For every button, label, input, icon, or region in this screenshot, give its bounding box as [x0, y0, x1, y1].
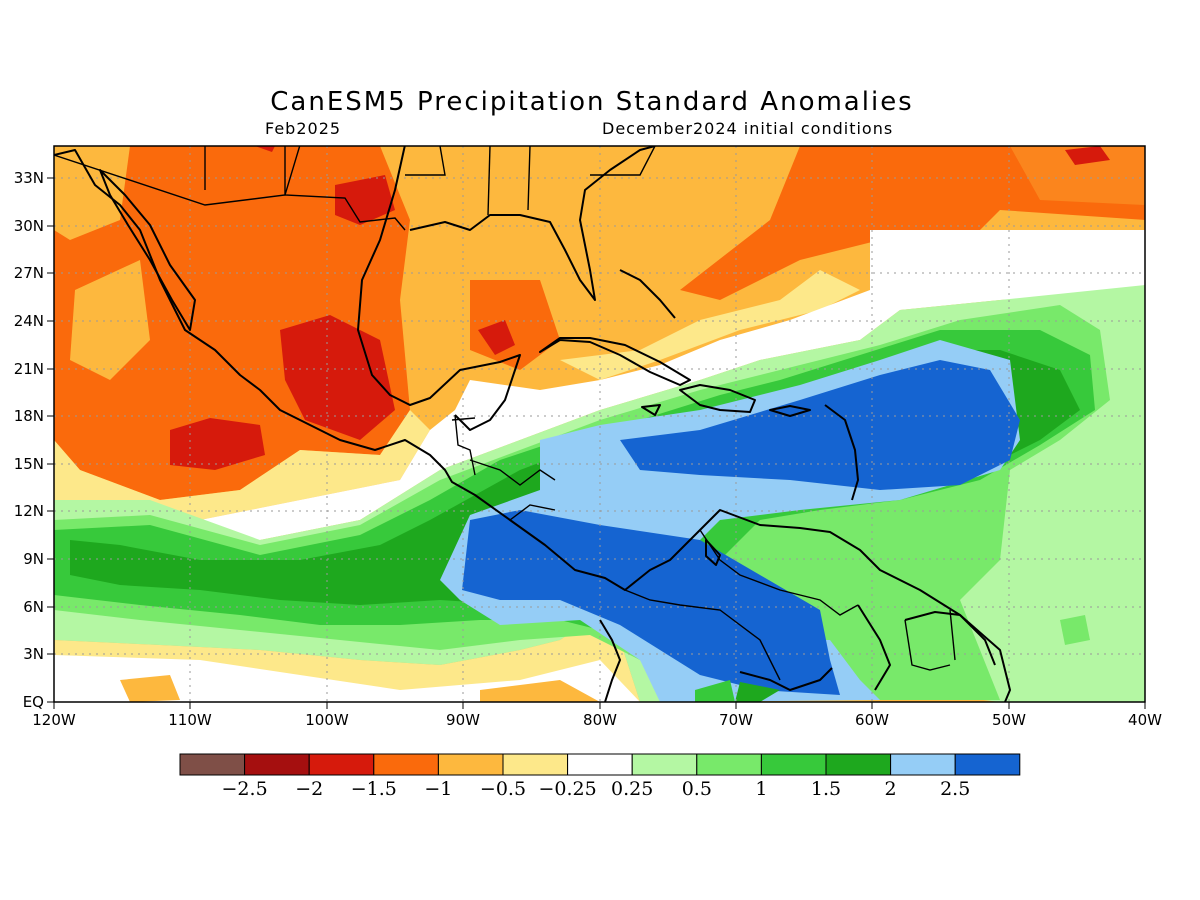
- colorbar-swatch: [437, 753, 504, 776]
- colorbar-swatch: [696, 753, 762, 776]
- lat-tick-label: 30N: [14, 217, 44, 235]
- colorbar-swatch: [825, 753, 892, 776]
- lat-tick-label: 12N: [14, 502, 44, 520]
- lat-tick-label: 18N: [14, 407, 44, 425]
- colorbar-label: 1: [755, 778, 767, 800]
- colorbar-swatch: [308, 753, 375, 776]
- colorbar: −2.5 −2 −1.5 −1 −0.5 −0.25 0.25 0.5 1 1.5 2 2.5: [179, 753, 1021, 800]
- lat-tick-label: 3N: [23, 645, 44, 663]
- chart-title: CanESM5 Precipitation Standard Anomalies: [270, 87, 913, 117]
- lon-tick-label: 70W: [719, 711, 753, 729]
- lat-tick-label: 27N: [14, 264, 44, 282]
- colorbar-swatch: [567, 753, 633, 776]
- colorbar-swatch: [954, 753, 1021, 776]
- lon-tick-label: 60W: [855, 711, 889, 729]
- colorbar-swatch: [373, 753, 439, 776]
- colorbar-label: 0.25: [611, 778, 653, 800]
- lat-tick-label: 9N: [23, 550, 44, 568]
- lon-tick-label: 100W: [305, 711, 349, 729]
- lon-tick-label: 120W: [32, 711, 76, 729]
- colorbar-label: −2: [295, 778, 323, 800]
- lon-tick-label: 40W: [1128, 711, 1162, 729]
- lat-tick-label: EQ: [23, 693, 44, 711]
- lon-tick-label: 80W: [583, 711, 617, 729]
- colorbar-swatch: [760, 753, 827, 776]
- lat-tick-label: 24N: [14, 312, 44, 330]
- lat-tick-label: 15N: [14, 455, 44, 473]
- colorbar-label: −2.5: [222, 778, 268, 800]
- forecast-month: Feb2025: [265, 119, 341, 138]
- colorbar-label: −0.5: [480, 778, 526, 800]
- lat-axis: EQ 3N 6N 9N 12N 15N 18N 21N 24N 27N 30N …: [14, 169, 54, 711]
- colorbar-swatch: [631, 753, 698, 776]
- lon-tick-label: 90W: [446, 711, 480, 729]
- colorbar-label: 0.5: [682, 778, 712, 800]
- lat-tick-label: 33N: [14, 169, 44, 187]
- colorbar-label: −1: [424, 778, 452, 800]
- coastlines: [54, 146, 1011, 702]
- lat-tick-label: 6N: [23, 598, 44, 616]
- lon-tick-label: 50W: [992, 711, 1026, 729]
- lon-tick-label: 110W: [168, 711, 212, 729]
- colorbar-swatch: [244, 753, 310, 776]
- lon-axis: 120W 110W 100W 90W 80W 70W 60W 50W 40W: [32, 702, 1162, 729]
- colorbar-label: 2.5: [940, 778, 970, 800]
- colorbar-swatch: [179, 753, 246, 776]
- colorbar-swatch: [502, 753, 569, 776]
- colorbar-swatch: [890, 753, 956, 776]
- political-borders: [54, 146, 956, 681]
- colorbar-label: 1.5: [811, 778, 841, 800]
- initial-conditions: December2024 initial conditions: [602, 119, 893, 138]
- graticule: [54, 146, 1145, 702]
- colorbar-label: −1.5: [351, 778, 397, 800]
- lat-tick-label: 21N: [14, 360, 44, 378]
- colorbar-label: 2: [885, 778, 897, 800]
- anomaly-field: [54, 146, 1145, 702]
- colorbar-label: −0.25: [538, 778, 596, 800]
